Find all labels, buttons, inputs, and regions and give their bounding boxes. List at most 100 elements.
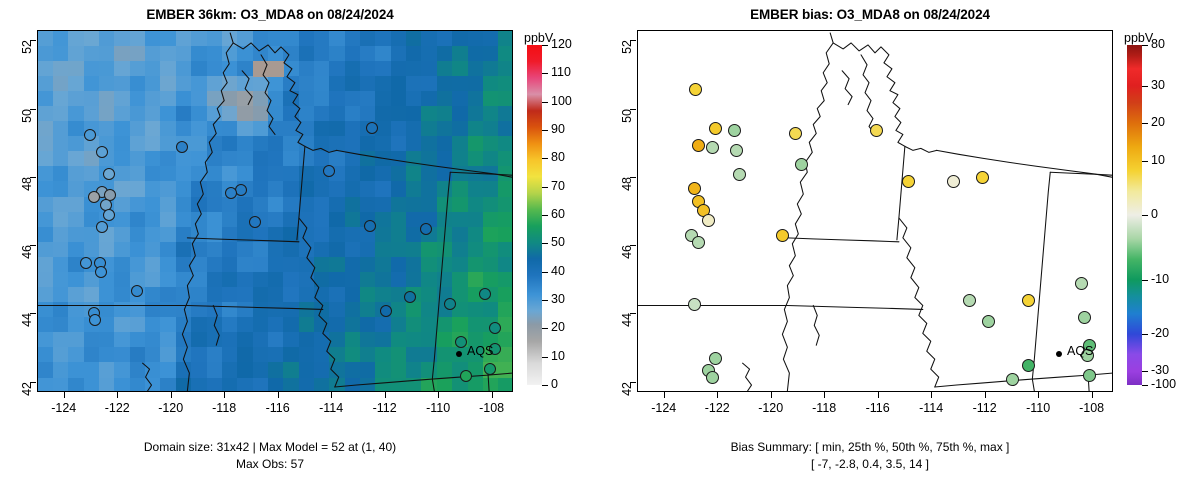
raster-cell xyxy=(360,31,377,47)
raster-cell xyxy=(52,287,70,303)
raster-cell xyxy=(360,302,377,318)
raster-cell xyxy=(498,136,512,153)
raster-cell xyxy=(114,317,131,334)
raster-cell xyxy=(99,60,116,77)
raster-cell xyxy=(175,90,192,107)
raster-cell xyxy=(406,45,423,62)
observation-marker xyxy=(1080,348,1094,362)
raster-cell xyxy=(38,90,54,107)
raster-cell xyxy=(344,31,361,47)
raster-cell xyxy=(237,241,254,258)
raster-cell xyxy=(175,362,192,379)
raster-cell xyxy=(114,106,131,122)
raster-cell xyxy=(298,106,315,122)
raster-cell xyxy=(482,151,500,168)
raster-cell xyxy=(160,181,177,198)
raster-cell xyxy=(237,166,254,183)
raster-cell xyxy=(129,151,146,168)
raster-cell xyxy=(360,271,377,288)
raster-cell xyxy=(421,136,438,153)
raster-cell xyxy=(83,332,100,349)
colorbar-label: -10 xyxy=(1151,271,1170,286)
raster-cell xyxy=(436,256,453,273)
raster-cell xyxy=(129,60,146,77)
raster-cell xyxy=(467,45,484,62)
raster-cell xyxy=(482,211,500,228)
raster-cell xyxy=(298,332,315,349)
raster-cell xyxy=(390,226,407,243)
aqs-legend-label-model: AQS xyxy=(467,344,494,358)
raster-cell xyxy=(390,106,407,122)
raster-cell xyxy=(467,332,484,349)
raster-cell xyxy=(406,181,423,198)
raster-cell xyxy=(298,90,315,107)
raster-cell xyxy=(390,196,407,213)
raster-cell xyxy=(68,31,85,47)
raster-cell xyxy=(421,287,438,303)
colorbar-tick xyxy=(1142,160,1148,162)
raster-cell xyxy=(436,121,453,137)
raster-cell xyxy=(452,211,469,228)
raster-cell xyxy=(252,151,269,168)
observation-marker xyxy=(1005,372,1019,386)
observation-marker xyxy=(403,291,416,304)
panel-bias: EMBER bias: O3_MDA8 on 08/24/2024 xyxy=(600,0,1200,479)
colorbar-label: -20 xyxy=(1151,326,1170,340)
raster-cell xyxy=(145,347,162,364)
raster-cell xyxy=(252,90,269,107)
observation-marker xyxy=(96,221,109,234)
raster-cell xyxy=(129,45,146,62)
colorbar-label: 110 xyxy=(551,65,571,80)
raster-cell xyxy=(406,106,423,122)
raster-cell xyxy=(68,317,85,334)
raster-cell xyxy=(52,271,70,288)
raster-cell xyxy=(99,75,116,92)
raster-cell xyxy=(252,45,269,62)
raster-cell xyxy=(329,377,346,391)
raster-cell xyxy=(360,317,377,334)
bias-footer-line1: Bias Summary: [ min, 25th %, 50th %, 75t… xyxy=(730,440,1010,454)
observation-marker xyxy=(687,297,701,311)
raster-cell xyxy=(344,121,361,137)
raster-cell xyxy=(390,241,407,258)
raster-cell xyxy=(68,332,85,349)
raster-cell xyxy=(375,121,392,137)
raster-cell xyxy=(283,211,300,228)
colorbar-tick xyxy=(542,328,548,330)
bias-colorbar xyxy=(1127,45,1142,385)
raster-cell xyxy=(267,31,285,47)
raster-cell xyxy=(436,332,453,349)
raster-cell xyxy=(498,151,512,168)
raster-cell xyxy=(129,75,146,92)
raster-cell xyxy=(99,90,116,107)
raster-cell xyxy=(482,75,500,92)
raster-cell xyxy=(329,271,346,288)
raster-cell xyxy=(38,332,54,349)
raster-cell xyxy=(252,256,269,273)
raster-cell xyxy=(221,106,238,122)
y-axis-label: 50 xyxy=(20,108,34,123)
aqs-legend-label-bias: AQS xyxy=(1067,344,1094,358)
raster-cell xyxy=(38,317,54,334)
x-axis-label: -114 xyxy=(919,401,944,415)
model-map-outlines xyxy=(38,32,512,391)
raster-cell xyxy=(129,241,146,258)
raster-cell xyxy=(206,181,223,198)
raster-cell xyxy=(99,31,116,47)
y-axis-label: 42 xyxy=(20,381,34,396)
observation-marker xyxy=(691,236,705,250)
raster-cell xyxy=(313,211,331,228)
raster-cell xyxy=(52,347,70,364)
raster-cell xyxy=(206,347,223,364)
raster-cell xyxy=(52,241,70,258)
raster-cell xyxy=(360,241,377,258)
x-axis-tick xyxy=(717,392,719,398)
raster-cell xyxy=(221,196,238,213)
raster-cell xyxy=(452,256,469,273)
colorbar-label: 80 xyxy=(1151,37,1165,51)
aqs-legend-dot-model xyxy=(456,351,462,357)
raster-cell xyxy=(237,121,254,137)
raster-cell xyxy=(206,90,223,107)
raster-cell xyxy=(390,121,407,137)
raster-cell xyxy=(375,271,392,288)
